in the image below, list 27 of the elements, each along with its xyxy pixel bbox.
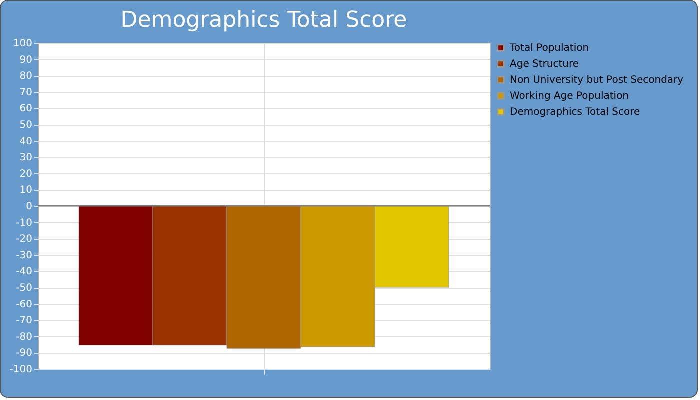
y-tick-label: -70 — [16, 316, 32, 327]
y-tick-label: 10 — [20, 185, 32, 196]
legend-label: Total Population — [509, 43, 590, 54]
y-tick-label: -60 — [16, 299, 32, 310]
y-tick-label: 40 — [20, 136, 32, 148]
y-tick-label: 20 — [20, 168, 32, 180]
y-tick-label: -10 — [16, 218, 32, 229]
y-tick-label: -50 — [16, 283, 32, 294]
y-tick-label: 30 — [20, 152, 32, 164]
legend-label: Demographics Total Score — [510, 107, 640, 118]
y-tick-label: -80 — [16, 332, 32, 343]
legend-label: Working Age Population — [510, 91, 630, 102]
y-tick-label: -40 — [16, 266, 32, 278]
y-tick-label: -100 — [10, 364, 32, 376]
y-tick-label: 60 — [20, 104, 32, 115]
y-tick-label: -30 — [16, 250, 32, 262]
y-tick-label: -20 — [16, 234, 32, 246]
y-tick-label: 0 — [26, 202, 32, 212]
y-tick-label: -90 — [16, 348, 32, 360]
y-tick-label: 70 — [20, 87, 32, 98]
y-tick-label: 80 — [20, 71, 32, 82]
legend-label: Age Structure — [510, 59, 580, 70]
y-tick-label: 90 — [20, 54, 32, 66]
legend-label: Non University but Post Secondary — [510, 75, 684, 86]
chart-title: Demographics Total Score — [120, 8, 408, 33]
y-tick-label: 50 — [20, 120, 32, 131]
y-tick-label: 100 — [13, 38, 32, 50]
